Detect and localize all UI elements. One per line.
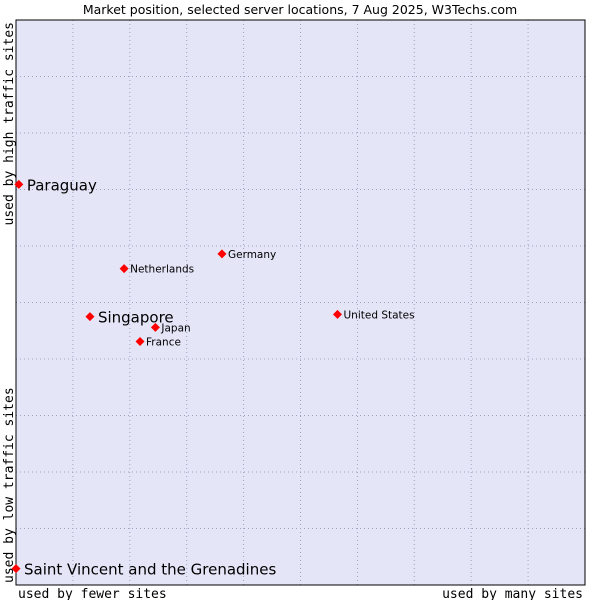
point-marker [332, 309, 342, 319]
x-axis-label-left: used by fewer sites [18, 587, 167, 600]
point-label: Saint Vincent and the Grenadines [24, 561, 276, 579]
point-paraguay: Paraguay [14, 176, 97, 194]
point-japan: Japan [150, 322, 191, 334]
plot-border [15, 19, 586, 586]
point-marker [150, 322, 160, 332]
point-netherlands: Netherlands [119, 264, 194, 276]
chart-title: Market position, selected server locatio… [83, 2, 517, 17]
point-germany: Germany [217, 249, 276, 261]
point-label: Paraguay [27, 176, 97, 194]
point-label: Netherlands [130, 264, 194, 276]
point-marker [217, 249, 227, 259]
point-label: France [146, 336, 181, 348]
y-axis-label-top: used by high traffic sites [2, 22, 17, 226]
point-marker [119, 264, 129, 274]
point-label: United States [343, 309, 414, 321]
point-marker [14, 179, 24, 189]
point-france: France [135, 336, 181, 348]
point-saint-vincent-and-the-grenadines: Saint Vincent and the Grenadines [11, 561, 276, 579]
point-marker [11, 564, 21, 574]
point-marker [135, 336, 145, 346]
point-label: Singapore [98, 309, 174, 327]
point-united-states: United States [332, 309, 415, 321]
point-label: Germany [228, 249, 276, 261]
x-axis-label-right: used by many sites [442, 587, 583, 600]
y-axis-label-bottom: used by low traffic sites [2, 387, 17, 583]
point-singapore: Singapore [85, 309, 174, 327]
point-label: Japan [160, 322, 190, 334]
grid-lines [16, 20, 585, 585]
data-points: Paraguay Singapore Saint Vincent and the G… [11, 176, 415, 579]
point-marker [85, 312, 95, 322]
